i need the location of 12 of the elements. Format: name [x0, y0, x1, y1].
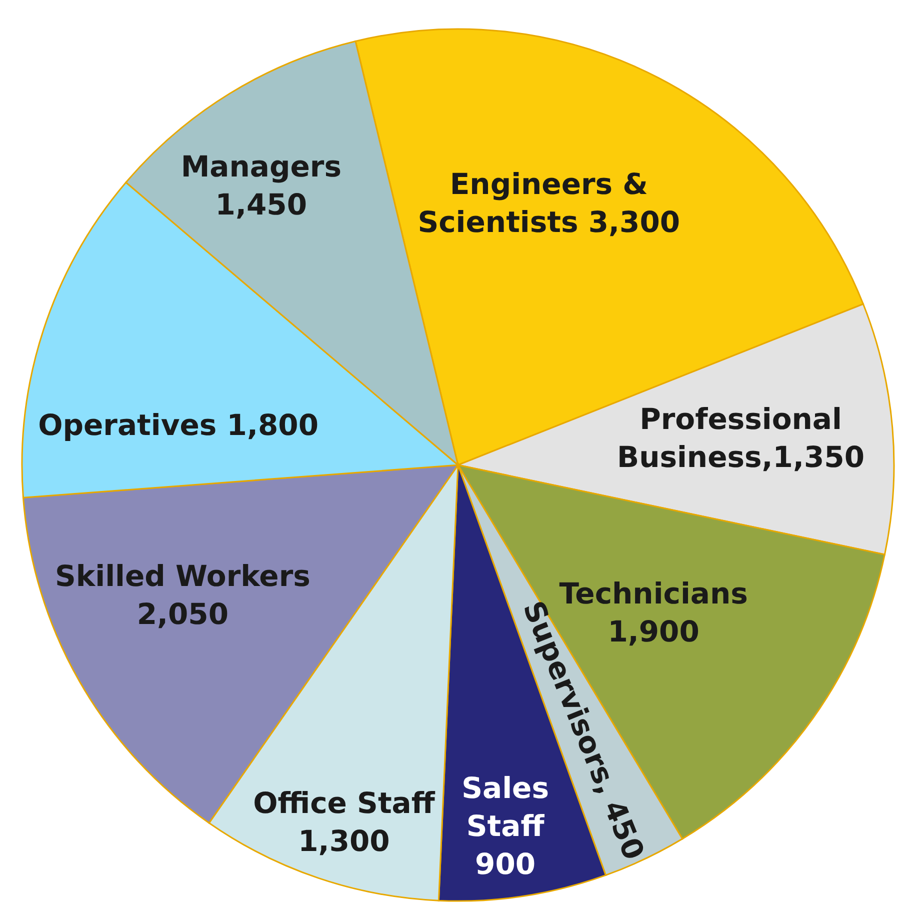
- data-label: 1,450: [215, 187, 308, 222]
- slice-label: Managers: [180, 149, 342, 184]
- slice-label: Office Staff: [253, 786, 436, 820]
- data-label: 2,050: [136, 597, 229, 632]
- slice-label: Technicians: [559, 576, 748, 611]
- slice-label: Engineers & Scientists 3,300: [418, 166, 680, 239]
- data-label: 1,900: [608, 614, 700, 649]
- data-label: 1,300: [298, 824, 390, 858]
- slice-label: Skilled Workers: [54, 559, 310, 594]
- slice-label: Operatives 1,800: [38, 408, 319, 442]
- data-label: 900: [475, 847, 536, 882]
- slice-label: Professional Business,1,350: [616, 402, 865, 474]
